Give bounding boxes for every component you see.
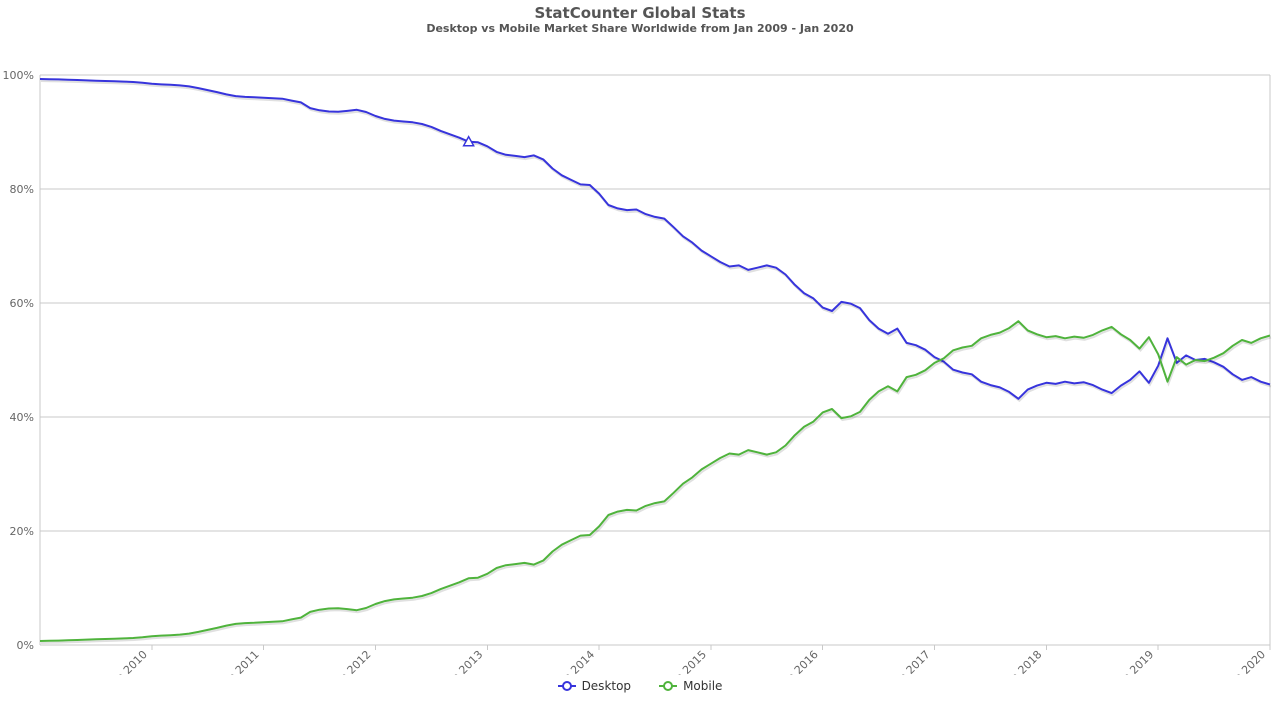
svg-text:Jan 2014: Jan 2014	[553, 648, 597, 675]
legend-item-mobile: Mobile	[659, 679, 722, 693]
legend-item-desktop: Desktop	[558, 679, 632, 693]
svg-text:Jan 2016: Jan 2016	[777, 648, 821, 675]
chart-title: StatCounter Global Stats	[0, 0, 1280, 22]
legend-swatch-mobile	[659, 680, 677, 692]
svg-text:Jan 2013: Jan 2013	[441, 648, 485, 675]
chart-subtitle: Desktop vs Mobile Market Share Worldwide…	[0, 22, 1280, 35]
svg-text:60%: 60%	[10, 297, 34, 310]
svg-text:Jan 2015: Jan 2015	[665, 648, 709, 675]
legend-label-mobile: Mobile	[683, 679, 722, 693]
svg-text:Jan 2012: Jan 2012	[329, 648, 373, 675]
svg-text:100%: 100%	[3, 69, 34, 82]
chart-area: 0% 20% 40% 60% 80% 100% Jan 2010 Jan 2011 Jan 20…	[0, 35, 1280, 679]
svg-text:40%: 40%	[10, 411, 34, 424]
legend-swatch-desktop	[558, 680, 576, 692]
svg-text:Jan 2019: Jan 2019	[1112, 648, 1156, 675]
line-chart-svg: 0% 20% 40% 60% 80% 100% Jan 2010 Jan 2011 Jan 20…	[0, 35, 1280, 675]
svg-text:Jan 2011: Jan 2011	[218, 648, 262, 675]
legend-label-desktop: Desktop	[582, 679, 632, 693]
svg-text:Jan 2018: Jan 2018	[1000, 648, 1044, 675]
svg-text:80%: 80%	[10, 183, 34, 196]
svg-text:Jan 2017: Jan 2017	[889, 648, 933, 675]
svg-text:Jan 2010: Jan 2010	[106, 648, 150, 675]
chart-legend: Desktop Mobile	[0, 679, 1280, 693]
svg-text:Jan 2020: Jan 2020	[1224, 648, 1268, 675]
svg-text:0%: 0%	[17, 639, 34, 652]
svg-text:20%: 20%	[10, 525, 34, 538]
